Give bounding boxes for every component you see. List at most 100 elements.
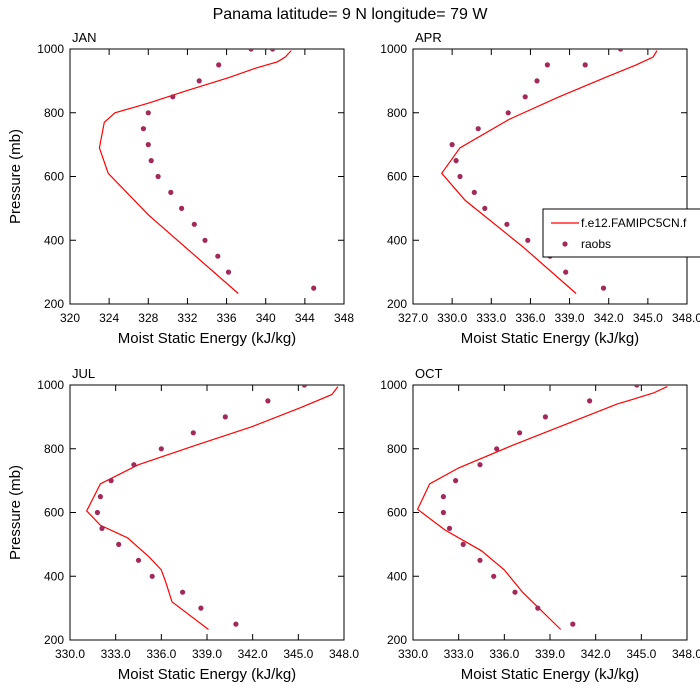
x-tick-label: 330.0	[55, 647, 85, 661]
y-tick-label: 400	[387, 569, 407, 583]
raobs-point	[140, 126, 146, 132]
raobs-point	[477, 462, 483, 468]
data-layer	[440, 49, 658, 294]
x-tick-label: 340	[256, 311, 276, 325]
raobs-point	[116, 541, 122, 548]
raobs-point	[544, 62, 551, 68]
y-tick-label: 200	[44, 297, 64, 311]
legend-raobs-label: raobs	[581, 237, 611, 251]
raobs-point	[94, 509, 100, 516]
panel-title: OCT	[415, 366, 443, 381]
x-axis-label: Moist Static Energy (kJ/kg)	[461, 330, 639, 347]
x-tick-label: 339.0	[192, 647, 222, 661]
raobs-point	[491, 573, 497, 579]
x-axis-label: Moist Static Energy (kJ/kg)	[118, 666, 296, 683]
raobs-point	[446, 525, 453, 532]
x-tick-label: 330.0	[437, 311, 467, 325]
raobs-point	[534, 78, 540, 84]
raobs-point	[460, 541, 466, 548]
model-series-line	[440, 50, 658, 294]
data-layer	[98, 49, 317, 294]
legend-raobs-swatch	[562, 241, 568, 247]
y-tick-label: 400	[44, 569, 64, 583]
raobs-point	[563, 269, 569, 275]
model-series-line	[85, 386, 339, 630]
x-tick-label: 332	[177, 311, 197, 325]
raobs-point	[180, 589, 186, 595]
panel-apr: APR 327.0 330.0 333.0 336.0 339.0 342.0 345.0 34…	[380, 30, 700, 347]
y-tick-label: 800	[387, 106, 407, 120]
model-series-line	[416, 386, 668, 630]
raobs-point	[196, 78, 202, 84]
y-tick-label: 800	[44, 442, 64, 456]
raobs-point	[475, 126, 481, 132]
panel-title: JUL	[72, 366, 95, 381]
x-tick-label: 345.0	[283, 647, 313, 661]
y-tick-label: 600	[44, 506, 64, 520]
x-tick-label: 336	[217, 311, 237, 325]
x-tick-label: 348.0	[672, 647, 700, 661]
y-tick-label: 200	[387, 633, 407, 647]
y-tick-label: 1000	[37, 42, 64, 56]
x-tick-label: 344	[295, 311, 315, 325]
raobs-point	[522, 94, 528, 100]
plot-frame	[412, 48, 688, 305]
model-series-line	[98, 50, 292, 294]
legend: f.e12.FAMIPC5CN.f raobs	[542, 208, 700, 258]
raobs-point	[170, 94, 176, 100]
x-tick-label: 333.0	[476, 311, 506, 325]
x-axis-label: Moist Static Energy (kJ/kg)	[118, 330, 296, 347]
raobs-point	[505, 110, 511, 116]
raobs-point	[535, 605, 541, 611]
data-layer	[85, 385, 339, 630]
raobs-point	[457, 173, 463, 180]
raobs-point	[108, 478, 114, 484]
x-tick-label: 345.0	[633, 311, 663, 325]
raobs-point	[482, 205, 488, 211]
y-tick-label: 1000	[37, 378, 64, 392]
x-tick-label: 328	[138, 311, 158, 325]
y-tick-label: 800	[387, 442, 407, 456]
raobs-point	[145, 142, 151, 148]
raobs-point	[440, 509, 446, 516]
x-tick-label: 336.0	[489, 647, 519, 661]
plot-frame	[412, 384, 688, 641]
x-tick-label: 336.0	[515, 311, 545, 325]
y-tick-label: 800	[44, 106, 64, 120]
raobs-point	[504, 221, 510, 227]
raobs-point	[233, 621, 239, 627]
x-tick-label: 336.0	[146, 647, 176, 661]
x-tick-label: 342.0	[238, 647, 268, 661]
raobs-point	[216, 62, 222, 68]
raobs-point	[179, 205, 185, 211]
raobs-point	[570, 621, 576, 627]
raobs-point	[99, 525, 105, 532]
y-tick-label: 400	[44, 233, 64, 247]
raobs-point	[215, 253, 221, 259]
x-tick-label: 333.0	[444, 647, 474, 661]
raobs-point	[158, 446, 164, 452]
y-tick-label: 600	[44, 170, 64, 184]
raobs-point	[131, 462, 137, 468]
raobs-point	[191, 221, 197, 227]
y-tick-label: 200	[387, 297, 407, 311]
panel-jan: JAN 320 324 328 332 336 340 344 348 200 400 600 800 1…	[7, 30, 354, 347]
y-axis-label: Pressure (mb)	[7, 465, 24, 560]
x-tick-label: 324	[99, 311, 119, 325]
panel-oct: OCT 330.0 333.0 336.0 339.0 342.0 345.0 348.0 20…	[380, 366, 700, 683]
panel-title: JAN	[72, 30, 97, 45]
raobs-point	[525, 237, 531, 243]
raobs-point	[198, 605, 204, 611]
x-tick-label: 342.0	[594, 311, 624, 325]
raobs-point	[265, 398, 271, 404]
x-tick-label: 348.0	[329, 647, 359, 661]
raobs-point	[453, 478, 459, 484]
raobs-point	[453, 158, 459, 164]
raobs-point	[617, 49, 624, 52]
y-tick-label: 1000	[380, 378, 407, 392]
panel-jul: JUL 330.0 333.0 336.0 339.0 342.0 345.0 348.0 20…	[7, 366, 359, 683]
raobs-point	[582, 62, 588, 68]
y-tick-label: 400	[387, 233, 407, 247]
raobs-point	[587, 398, 593, 404]
raobs-point	[449, 142, 455, 148]
